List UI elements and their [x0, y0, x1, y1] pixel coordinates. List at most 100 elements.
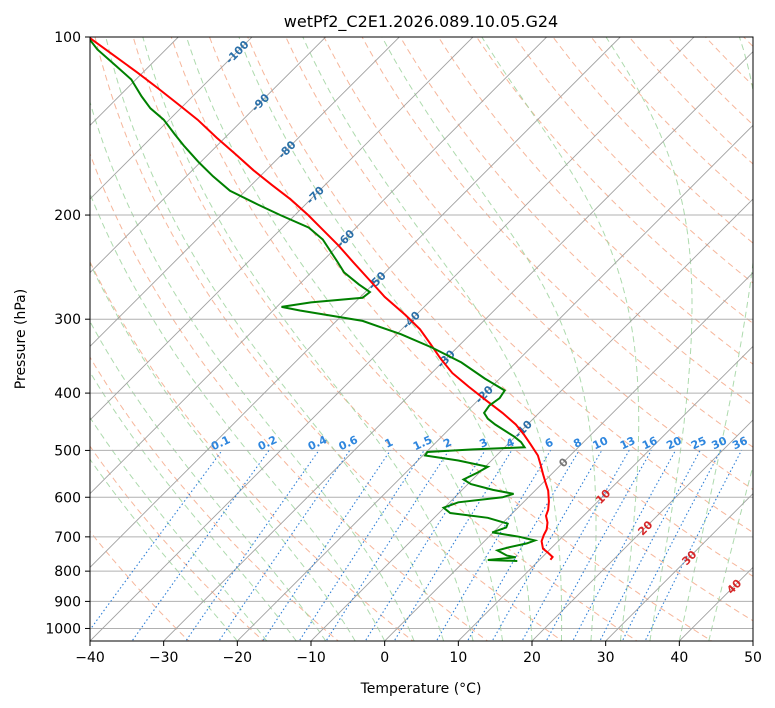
moist-adiabat-line	[90, 192, 386, 641]
mixing-ratio-line	[393, 450, 513, 641]
mixing-ratio-label: 30	[710, 434, 730, 452]
dry-adiabat-line	[90, 260, 414, 641]
dewpoint-profile	[90, 38, 539, 562]
pressure-gridlines	[90, 37, 753, 629]
moist-adiabat-line	[481, 37, 640, 641]
skewed-isotherm	[752, 640, 753, 641]
reference-line-labels: 0.1 0.2 0.4 0.6 1 1.5 2 3 4 6 8 10 13 16 20 25 30 36-100-…	[209, 38, 750, 597]
skewed-isotherm	[163, 51, 753, 641]
skewed-isotherm	[384, 272, 753, 641]
plot-frame	[89, 36, 754, 642]
y-axis-label: Pressure (hPa)	[13, 289, 29, 389]
skewed-isotherm	[90, 37, 548, 495]
sounding-profiles	[90, 37, 554, 562]
moist-adiabat-line	[678, 37, 753, 641]
moist-adiabat-line	[605, 37, 693, 641]
isotherm-label: -70	[304, 184, 327, 207]
mixing-ratio-line	[466, 450, 580, 641]
skewed-isotherm	[90, 37, 695, 641]
dry-adiabat-line	[285, 37, 753, 534]
moist-adiabats	[90, 37, 753, 641]
isotherm-label: -60	[334, 227, 357, 250]
mixing-ratio-label: 36	[730, 434, 750, 452]
moist-adiabat-line	[105, 37, 445, 641]
mixing-ratio-line	[262, 450, 391, 641]
x-tick-label: 10	[449, 650, 467, 666]
moist-adiabat-line	[302, 37, 563, 641]
dry-adiabat-line	[90, 356, 340, 641]
skewed-isotherm	[236, 124, 753, 641]
y-tick-label: 1000	[45, 621, 81, 637]
moist-adiabat-line	[238, 37, 533, 641]
mixing-ratio-label: 6	[543, 436, 556, 451]
mixing-ratio-lines	[90, 450, 742, 641]
x-tick-label: 20	[523, 650, 541, 666]
dry-adiabat-line	[90, 152, 489, 641]
mixing-ratio-line	[90, 450, 223, 631]
moist-adiabat-line	[381, 37, 597, 641]
moist-adiabat-line	[90, 458, 238, 641]
dry-adiabat-line	[769, 24, 775, 644]
y-tick-label: 500	[54, 443, 81, 459]
mixing-ratio-label: 25	[689, 434, 708, 452]
isotherm-label: 10	[593, 486, 613, 506]
skewed-isotherm	[90, 37, 253, 200]
isotherm-label: 30	[679, 548, 699, 568]
dry-adiabat-line	[666, 37, 753, 126]
y-tick-label: 800	[54, 564, 81, 580]
x-tick-label: 40	[670, 650, 688, 666]
mixing-ratio-line	[218, 450, 351, 641]
y-tick-label: 900	[54, 594, 81, 610]
y-tick-label: 600	[54, 490, 81, 506]
x-axis-ticks: −40 −30 −20 −10 0 10 20 30 40 50	[75, 641, 762, 666]
isotherm-label: 40	[724, 577, 744, 597]
dry-adiabat-line	[590, 37, 753, 205]
y-tick-label: 100	[54, 30, 81, 46]
x-tick-label: −30	[149, 650, 179, 666]
dry-adiabat-line	[399, 37, 753, 407]
dry-adiabat-line	[132, 37, 638, 641]
y-tick-label: 300	[54, 312, 81, 328]
dry-adiabat-line	[704, 37, 753, 87]
chart-title: wetPf2_C2E1.2026.089.10.05.G24	[284, 12, 558, 32]
moist-adiabat-line	[90, 416, 268, 641]
mixing-ratio-line	[572, 450, 676, 641]
mixing-ratio-line	[621, 450, 722, 641]
x-tick-label: −40	[75, 650, 105, 666]
x-tick-label: −10	[296, 650, 326, 666]
mixing-ratio-label: 13	[618, 434, 637, 452]
isotherm-label: -80	[275, 138, 298, 161]
mixing-ratio-line	[325, 450, 450, 641]
x-tick-label: 0	[380, 650, 389, 666]
mixing-ratio-label: 16	[640, 434, 660, 452]
mixing-ratio-label: 2	[441, 436, 453, 451]
dry-adiabats	[90, 24, 775, 644]
mixing-ratio-line	[599, 450, 701, 641]
skewed-isotherm	[457, 345, 753, 641]
mixing-ratio-line	[644, 450, 742, 641]
isotherm-label: -90	[249, 91, 272, 114]
isotherm-label: -100	[223, 38, 252, 67]
y-axis-ticks: 100 200 300 400 500 600 700 800 900 1000	[45, 30, 90, 637]
dry-adiabat-line	[476, 37, 753, 325]
x-tick-label: −20	[223, 650, 253, 666]
skewed-isotherm	[90, 37, 621, 568]
mixing-ratio-line	[435, 450, 552, 641]
mixing-ratio-label: 10	[591, 434, 611, 452]
dry-adiabat-line	[170, 37, 713, 641]
skewed-isotherms	[90, 37, 753, 641]
moist-adiabat-line	[90, 371, 297, 641]
skewed-isotherm	[605, 493, 753, 641]
skewed-isotherm	[90, 37, 400, 347]
moist-adiabat-line	[90, 262, 356, 641]
y-tick-label: 700	[54, 530, 81, 546]
mixing-ratio-line	[364, 450, 486, 641]
x-tick-label: 30	[597, 650, 615, 666]
moist-adiabat-line	[186, 37, 503, 641]
mixing-ratio-line	[298, 450, 425, 641]
y-tick-label: 200	[54, 208, 81, 224]
moist-adiabat-line	[708, 464, 753, 641]
y-tick-label: 400	[54, 386, 81, 402]
temperature-profile	[90, 37, 554, 561]
